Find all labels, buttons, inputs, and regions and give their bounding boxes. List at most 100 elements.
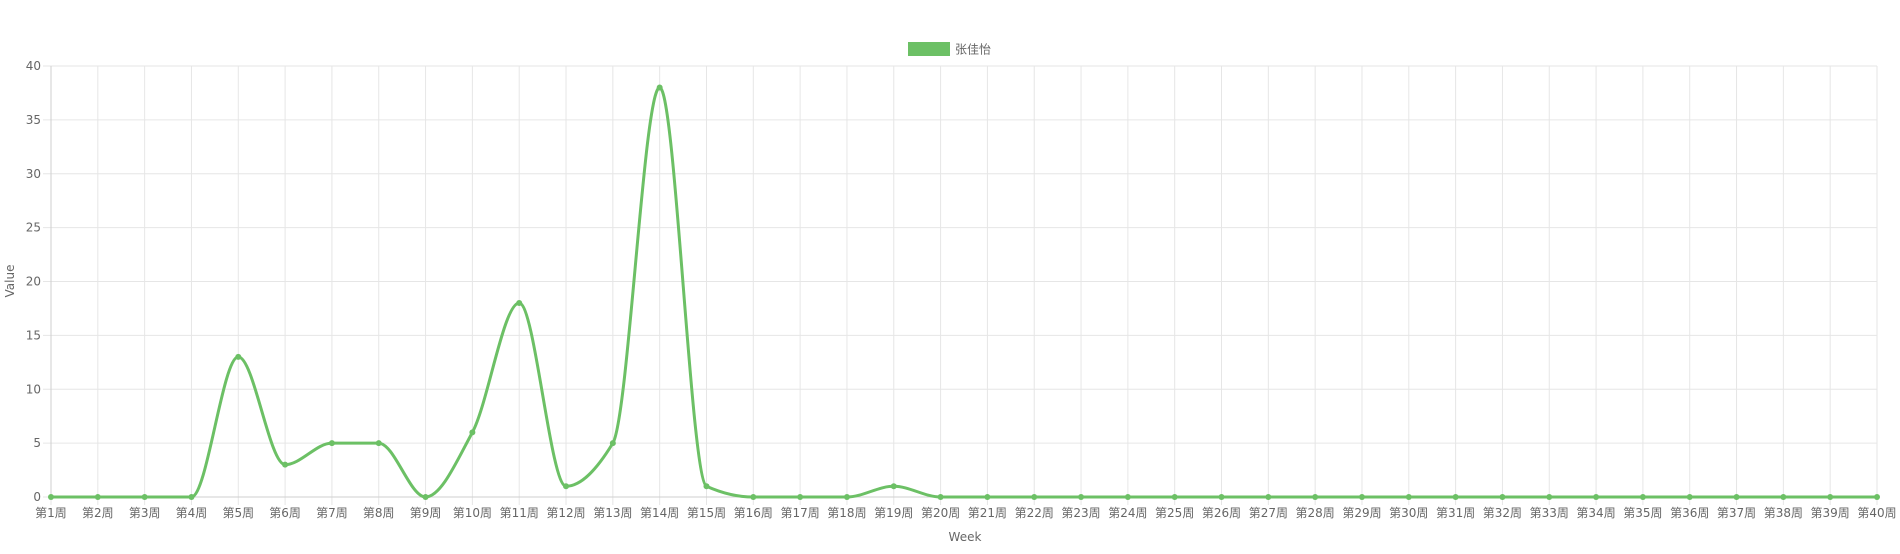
x-tick-label: 第23周 [1061, 506, 1100, 520]
x-tick-label: 第7周 [316, 506, 348, 520]
data-point [984, 494, 991, 500]
x-tick-label: 第28周 [1296, 506, 1335, 520]
x-tick-label: 第40周 [1857, 506, 1896, 520]
data-point [1171, 494, 1178, 500]
data-point [797, 494, 804, 500]
data-point [656, 84, 663, 91]
data-point [94, 494, 101, 500]
x-tick-label: 第6周 [269, 506, 301, 520]
data-point [1312, 494, 1319, 500]
x-tick-label: 第33周 [1530, 506, 1569, 520]
x-tick-label: 第18周 [827, 506, 866, 520]
data-point [469, 429, 476, 436]
x-tick-label: 第31周 [1436, 506, 1475, 520]
y-tick-label: 40 [26, 59, 41, 73]
data-point [1452, 494, 1459, 500]
x-tick-label: 第10周 [453, 506, 492, 520]
y-tick-label: 35 [26, 113, 41, 127]
data-point [1780, 494, 1787, 500]
data-point [609, 440, 616, 447]
x-tick-label: 第35周 [1623, 506, 1662, 520]
x-tick-label: 第5周 [222, 506, 254, 520]
data-point [937, 494, 944, 500]
x-tick-label: 第15周 [687, 506, 726, 520]
x-tick-label: 第27周 [1249, 506, 1288, 520]
legend-swatch[interactable] [908, 42, 950, 56]
x-tick-label: 第25周 [1155, 506, 1194, 520]
y-tick-label: 0 [33, 490, 41, 504]
data-point [328, 440, 335, 447]
y-tick-label: 30 [26, 167, 41, 181]
data-point [1827, 494, 1834, 500]
x-tick-label: 第29周 [1342, 506, 1381, 520]
x-tick-label: 第34周 [1576, 506, 1615, 520]
x-tick-label: 第1周 [35, 506, 67, 520]
legend[interactable]: 张佳怡 [908, 42, 991, 57]
data-point [1593, 494, 1600, 500]
series-line [49, 86, 1879, 499]
x-tick-label: 第16周 [734, 506, 773, 520]
data-point [282, 461, 289, 468]
x-tick-label: 第36周 [1670, 506, 1709, 520]
x-tick-label: 第37周 [1717, 506, 1756, 520]
x-axis-title: Week [949, 530, 982, 544]
data-point [750, 494, 757, 500]
data-point [1405, 494, 1412, 500]
x-tick-label: 第19周 [874, 506, 913, 520]
data-point [516, 300, 523, 307]
grid [43, 65, 1878, 505]
data-point [188, 494, 195, 500]
data-point [1499, 494, 1506, 500]
x-tick-label: 第17周 [780, 506, 819, 520]
x-tick-label: 第26周 [1202, 506, 1241, 520]
x-tick-label: 第12周 [546, 506, 585, 520]
x-tick-label: 第38周 [1764, 506, 1803, 520]
data-point [1733, 494, 1740, 500]
y-tick-label: 20 [26, 275, 41, 289]
data-point [1358, 494, 1365, 500]
data-point [843, 494, 850, 500]
data-point [703, 483, 710, 490]
y-tick-label: 5 [33, 436, 41, 450]
data-point [375, 440, 382, 447]
data-point [1124, 494, 1131, 500]
data-point [1546, 494, 1553, 500]
data-point [1031, 494, 1038, 500]
y-tick-label: 25 [26, 221, 41, 235]
data-point [890, 483, 897, 490]
data-point [1639, 494, 1646, 500]
x-tick-label: 第13周 [593, 506, 632, 520]
data-point [1265, 494, 1272, 500]
data-point [1686, 494, 1693, 500]
y-tick-label: 10 [26, 382, 41, 396]
data-point [1874, 494, 1880, 500]
legend-label[interactable]: 张佳怡 [955, 43, 991, 57]
x-tick-label: 第30周 [1389, 506, 1428, 520]
data-point [422, 494, 429, 500]
x-tick-label: 第24周 [1108, 506, 1147, 520]
x-tick-label: 第3周 [129, 506, 161, 520]
series-layer [48, 84, 1880, 500]
data-point [141, 494, 148, 500]
x-tick-label: 第2周 [82, 506, 114, 520]
axes: 0 5 10 15 20 25 30 35 40 第1周 第2周 第3周 第4周 第5周 第6周 第7周 第8周… [26, 59, 1897, 520]
x-tick-label: 第4周 [176, 506, 208, 520]
x-tick-label: 第32周 [1483, 506, 1522, 520]
x-tick-label: 第14周 [640, 506, 679, 520]
x-tick-label: 第11周 [500, 506, 539, 520]
y-tick-label: 15 [26, 328, 41, 342]
data-point [48, 494, 54, 500]
x-tick-label: 第20周 [921, 506, 960, 520]
data-point [1078, 494, 1085, 500]
x-tick-label: 第9周 [410, 506, 442, 520]
data-point [1218, 494, 1225, 500]
data-point [235, 353, 242, 360]
x-tick-label: 第8周 [363, 506, 395, 520]
data-point [563, 483, 570, 490]
y-axis-title: Value [3, 265, 17, 298]
x-tick-label: 第39周 [1811, 506, 1850, 520]
x-tick-label: 第22周 [1015, 506, 1054, 520]
x-tick-label: 第21周 [968, 506, 1007, 520]
